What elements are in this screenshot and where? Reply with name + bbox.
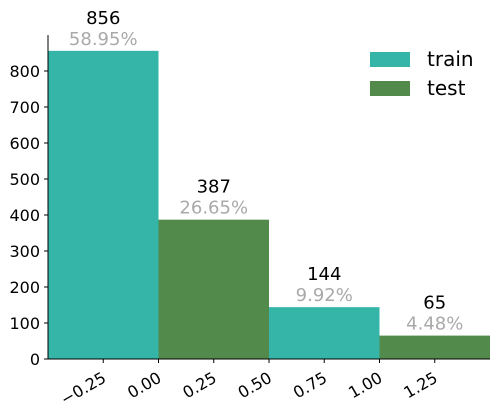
bar-test-0 bbox=[158, 219, 269, 359]
y-tick-label: 600 bbox=[9, 134, 40, 153]
bar-labels-layer: 58.95%856 9.92%144 26.65%387 4.48%65 bbox=[69, 8, 463, 335]
bar-train-0 bbox=[48, 50, 159, 360]
y-tick-label: 300 bbox=[9, 242, 40, 261]
count-label-test-0: 387 bbox=[197, 177, 231, 198]
y-tick-label: 0 bbox=[30, 350, 40, 369]
y-tick-label: 400 bbox=[9, 206, 40, 225]
pct-label-test-1: 4.48% bbox=[406, 314, 463, 335]
x-tick-label: 0.00 bbox=[124, 368, 164, 402]
x-tick-label: 0.25 bbox=[179, 368, 219, 402]
axes-layer: 0 100 200 300 400 500 600 700 800 −0.25 0.00 0.25 0.… bbox=[9, 35, 490, 409]
x-tick-label: −0.25 bbox=[57, 368, 109, 409]
pct-label-test-0: 26.65% bbox=[179, 198, 248, 219]
count-label-test-1: 65 bbox=[423, 293, 446, 314]
bar-train-1 bbox=[269, 307, 380, 359]
legend-swatch-test bbox=[370, 81, 410, 96]
x-tick-label: 1.25 bbox=[400, 368, 440, 402]
legend-label-test: test bbox=[427, 76, 466, 100]
y-tick-label: 700 bbox=[9, 98, 40, 117]
x-tick-label: 0.50 bbox=[235, 368, 275, 402]
bars-layer bbox=[48, 50, 490, 360]
x-tick-label: 1.00 bbox=[345, 368, 385, 402]
y-tick-label: 500 bbox=[9, 170, 40, 189]
count-label-train-0: 856 bbox=[86, 8, 120, 29]
legend-label-train: train bbox=[427, 47, 474, 71]
y-tick-label: 800 bbox=[9, 62, 40, 81]
legend-swatch-train bbox=[370, 52, 410, 67]
pct-label-train-1: 9.92% bbox=[296, 285, 353, 306]
count-label-train-1: 144 bbox=[307, 264, 341, 285]
bar-test-1 bbox=[379, 335, 490, 359]
pct-label-train-0: 58.95% bbox=[69, 29, 138, 50]
legend: train test bbox=[370, 47, 474, 100]
y-tick-label: 200 bbox=[9, 278, 40, 297]
y-tick-label: 100 bbox=[9, 314, 40, 333]
x-tick-label: 0.75 bbox=[290, 368, 330, 402]
